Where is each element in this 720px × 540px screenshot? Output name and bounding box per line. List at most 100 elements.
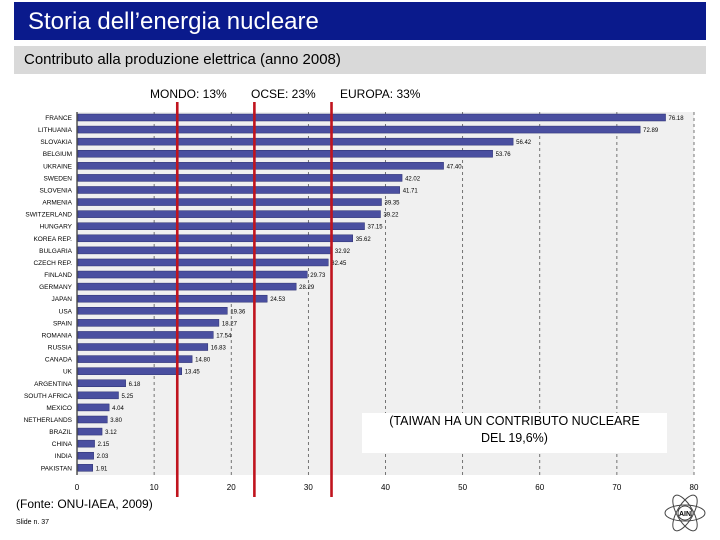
category-label: PAKISTAN bbox=[41, 465, 72, 472]
x-tick-label: 50 bbox=[458, 483, 467, 492]
value-label: 32.45 bbox=[331, 261, 347, 267]
value-label: 4.04 bbox=[112, 406, 124, 412]
category-label: RUSSIA bbox=[48, 345, 73, 352]
reference-label-oecd: OCSE: 23% bbox=[251, 87, 316, 101]
value-label: 32.92 bbox=[335, 249, 351, 255]
value-label: 3.12 bbox=[105, 430, 117, 436]
category-label: NETHERLANDS bbox=[24, 417, 73, 424]
bar bbox=[77, 439, 95, 448]
value-label: 56.42 bbox=[516, 140, 532, 146]
category-label: BELGIUM bbox=[43, 151, 72, 158]
bar bbox=[77, 367, 182, 375]
category-label: HUNGARY bbox=[40, 224, 73, 231]
value-label: 39.22 bbox=[383, 213, 399, 219]
category-label: KOREA REP. bbox=[33, 236, 72, 243]
value-label: 76.18 bbox=[669, 116, 685, 122]
bar bbox=[77, 210, 381, 218]
value-label: 41.71 bbox=[403, 188, 419, 194]
value-label: 28.29 bbox=[299, 285, 315, 291]
bar bbox=[77, 331, 214, 339]
subtitle-bar: Contributo alla produzione elettrica (an… bbox=[14, 46, 706, 74]
title-bar: Storia dell’energia nucleare bbox=[14, 2, 706, 40]
category-label: ARMENIA bbox=[42, 200, 72, 207]
x-tick-label: 30 bbox=[304, 483, 313, 492]
page-title: Storia dell’energia nucleare bbox=[28, 8, 319, 35]
value-label: 42.02 bbox=[405, 176, 421, 182]
taiwan-note-line-1: (TAIWAN HA UN CONTRIBUTO NUCLEARE bbox=[389, 414, 640, 428]
category-label: CHINA bbox=[52, 441, 73, 448]
value-label: 24.53 bbox=[270, 297, 286, 303]
value-label: 14.80 bbox=[195, 358, 211, 364]
value-label: 37.15 bbox=[368, 225, 384, 231]
x-tick-label: 80 bbox=[690, 483, 699, 492]
value-label: 17.54 bbox=[216, 333, 232, 339]
category-label: USA bbox=[59, 308, 73, 315]
category-label: FRANCE bbox=[45, 115, 72, 122]
bar bbox=[77, 415, 108, 424]
category-label: SLOVAKIA bbox=[40, 139, 72, 146]
bar bbox=[77, 270, 308, 279]
value-label: 2.03 bbox=[97, 454, 109, 460]
bar bbox=[77, 174, 403, 182]
bar bbox=[77, 379, 126, 388]
value-label: 16.83 bbox=[211, 346, 227, 352]
bar bbox=[77, 294, 268, 303]
category-label: UK bbox=[63, 369, 73, 376]
category-label: GERMANY bbox=[39, 284, 73, 291]
x-tick-label: 70 bbox=[612, 483, 621, 492]
category-label: INDIA bbox=[55, 453, 73, 460]
bar bbox=[77, 391, 119, 400]
value-label: 19.36 bbox=[230, 309, 246, 315]
value-label: 3.80 bbox=[110, 418, 122, 424]
value-label: 13.45 bbox=[185, 370, 201, 376]
bar bbox=[77, 355, 193, 363]
bar bbox=[77, 149, 493, 158]
bar bbox=[77, 125, 641, 134]
category-label: ROMANIA bbox=[42, 332, 73, 339]
bar bbox=[77, 234, 353, 243]
x-tick-label: 40 bbox=[381, 483, 390, 492]
value-label: 5.25 bbox=[121, 394, 133, 400]
category-label: MEXICO bbox=[46, 405, 72, 412]
category-label: SLOVENIA bbox=[39, 187, 72, 194]
bar bbox=[77, 451, 94, 460]
reference-label-world: MONDO: 13% bbox=[150, 87, 227, 101]
category-label: SWEDEN bbox=[43, 175, 72, 182]
bar bbox=[77, 222, 365, 230]
category-label: SOUTH AFRICA bbox=[24, 393, 73, 400]
category-label: FINLAND bbox=[44, 272, 72, 279]
x-tick-label: 0 bbox=[75, 483, 80, 492]
category-label: ARGENTINA bbox=[34, 381, 73, 388]
category-label: BULGARIA bbox=[39, 248, 73, 255]
category-label: UKRAINE bbox=[43, 163, 73, 170]
bar bbox=[77, 319, 220, 327]
value-label: 53.76 bbox=[496, 152, 512, 158]
category-label: JAPAN bbox=[52, 296, 73, 303]
bar bbox=[77, 113, 666, 122]
bar bbox=[77, 343, 209, 351]
bar bbox=[77, 464, 93, 472]
value-label: 39.35 bbox=[384, 201, 400, 207]
x-tick-label: 20 bbox=[227, 483, 236, 492]
bar bbox=[77, 282, 297, 291]
value-label: 18.27 bbox=[222, 321, 238, 327]
ain-logo-icon: AIN bbox=[664, 494, 706, 532]
bar bbox=[77, 307, 228, 315]
value-label: 29.73 bbox=[310, 273, 326, 279]
bar bbox=[77, 427, 103, 436]
value-label: 1.91 bbox=[96, 466, 108, 472]
value-label: 72.89 bbox=[643, 128, 659, 134]
bar bbox=[77, 198, 382, 206]
value-label: 6.18 bbox=[129, 382, 141, 388]
category-label: SWITZERLAND bbox=[25, 212, 72, 219]
bar bbox=[77, 246, 333, 255]
bar bbox=[77, 137, 514, 146]
value-label: 47.40 bbox=[447, 164, 463, 170]
value-label: 2.15 bbox=[98, 442, 110, 448]
value-label: 35.62 bbox=[356, 237, 372, 243]
bar bbox=[77, 162, 444, 170]
x-tick-label: 60 bbox=[535, 483, 544, 492]
chart-subtitle: Contributo alla produzione elettrica (an… bbox=[24, 51, 341, 68]
logo-text: AIN bbox=[679, 511, 691, 518]
source-note: (Fonte: ONU-IAEA, 2009) bbox=[16, 497, 153, 511]
